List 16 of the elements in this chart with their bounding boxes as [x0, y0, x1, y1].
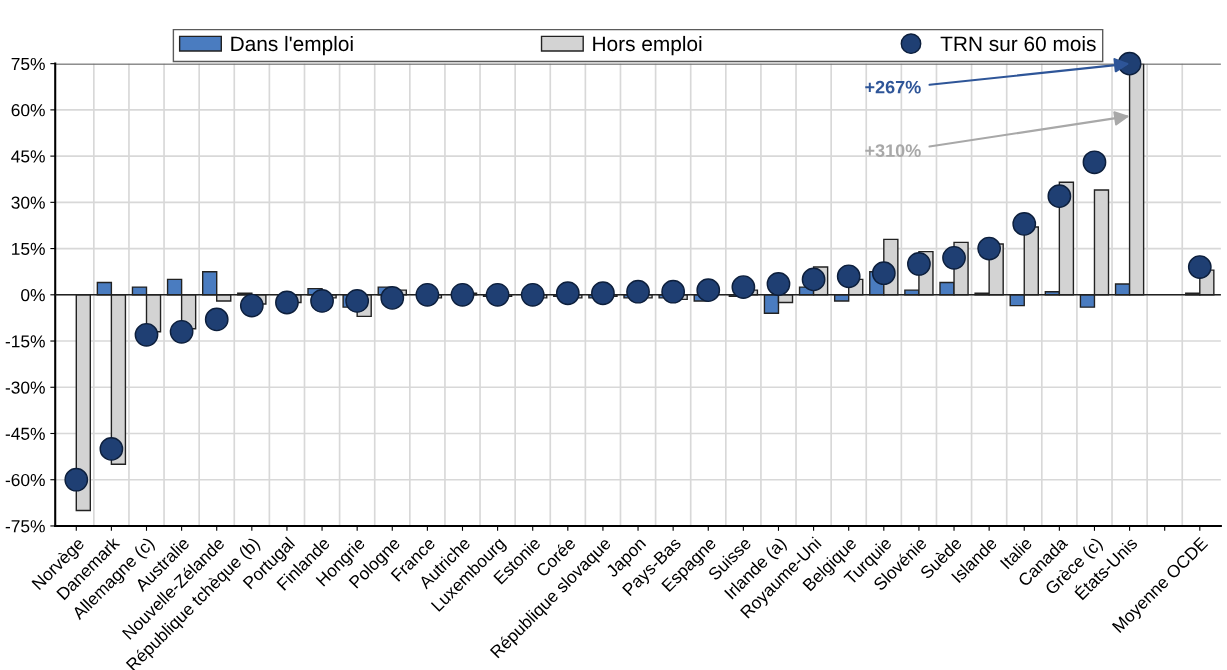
y-tick-label: 75%: [11, 57, 45, 71]
y-tick-label: 15%: [12, 242, 45, 256]
y-tick-label: 45%: [11, 150, 45, 163]
y-tick-label: 30%: [11, 196, 45, 209]
y-tick-label: 60%: [11, 104, 45, 117]
legend-label: TRN sur 60 mois: [940, 35, 1096, 52]
annotation: +267%: [865, 80, 921, 94]
y-tick-label: 0%: [21, 288, 45, 302]
y-tick-label: -60%: [5, 473, 45, 487]
legend-label: Dans l'emploi: [231, 35, 353, 56]
legend-label: Hors emploi: [593, 35, 702, 56]
y-tick-label: -75%: [5, 520, 45, 533]
annotation: +310%: [865, 144, 921, 158]
y-tick-label: -45%: [5, 427, 45, 440]
y-tick-label: -30%: [5, 381, 45, 394]
y-tick-label: -15%: [5, 335, 45, 348]
